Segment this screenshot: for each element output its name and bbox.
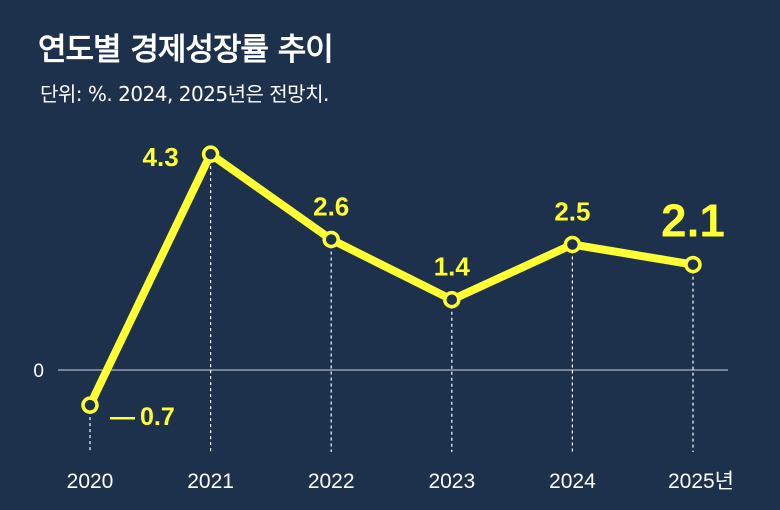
x-tick-label: 2021 — [187, 470, 234, 493]
data-label-highlight: 2.1 — [661, 195, 725, 247]
x-tick-label: 2023 — [428, 470, 475, 493]
x-tick-label: 2025년 — [668, 470, 734, 493]
x-tick-label: 2022 — [308, 470, 355, 493]
data-label: 2.5 — [554, 197, 590, 227]
data-point — [563, 235, 582, 254]
data-label: — 0.7 — [110, 403, 175, 431]
data-label: 4.3 — [143, 142, 179, 172]
chart-title: 연도별 경제성장률 추이 — [38, 32, 334, 68]
data-point — [322, 230, 340, 249]
data-labels: — 0.7 4.3 2.6 1.4 2.5 2.1 — [110, 142, 725, 431]
data-point — [81, 396, 99, 414]
x-tick-label: 2020 — [67, 470, 114, 493]
data-markers — [81, 145, 702, 414]
x-tick-label: 2024 — [549, 470, 596, 493]
vertical-guides — [89, 154, 694, 452]
series-line-group — [86, 150, 697, 410]
data-point — [684, 255, 702, 274]
zero-tick-label: 0 — [33, 361, 44, 382]
data-label: 2.6 — [313, 191, 349, 221]
data-point — [443, 290, 461, 309]
data-point — [201, 145, 220, 163]
chart-subtitle: 단위: %. 2024, 2025년은 전망치. — [40, 82, 329, 106]
data-label: 1.4 — [434, 252, 471, 282]
series-line — [86, 150, 697, 410]
x-tick-labels: 2020 2021 2022 2023 2024 2025년 — [67, 470, 734, 493]
